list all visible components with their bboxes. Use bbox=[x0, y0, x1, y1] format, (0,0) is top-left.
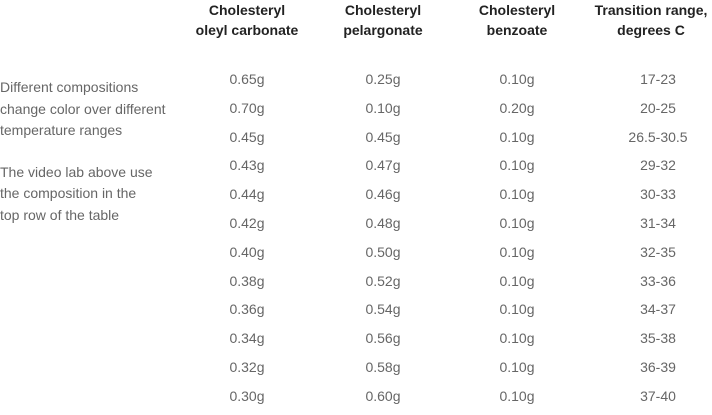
table-row: 0.65g 0.25g 0.10g 17-23 bbox=[0, 69, 712, 98]
transition-range-cell: 26.5-30.5 bbox=[628, 128, 688, 145]
pelargonate-cell: 0.25g bbox=[365, 71, 401, 87]
note-line: the composition in the bbox=[0, 185, 137, 201]
transition-range-cell: 32-35 bbox=[640, 243, 676, 260]
table-row: 0.40g 0.50g 0.10g 32-35 bbox=[0, 242, 712, 271]
benzoate-cell: 0.10g bbox=[499, 387, 535, 404]
pelargonate-cell: 0.54g bbox=[365, 301, 401, 318]
transition-range-cell: 20-25 bbox=[640, 99, 676, 116]
benzoate-cell: 0.10g bbox=[499, 272, 535, 289]
transition-range-cell: 36-39 bbox=[640, 358, 676, 375]
oleyl-carbonate-cell: 0.45g bbox=[229, 128, 265, 145]
table-row: 0.42g 0.48g 0.10g 31-34 bbox=[0, 213, 712, 242]
benzoate-cell: 0.10g bbox=[499, 157, 535, 174]
pelargonate-cell: 0.10g bbox=[365, 99, 401, 116]
benzoate-cell: 0.10g bbox=[499, 301, 535, 318]
oleyl-carbonate-cell: 0.36g bbox=[229, 301, 265, 318]
table-body: 0.65g 0.25g 0.10g 17-23 0.70g 0.10g 0.20g 20-25… bbox=[0, 69, 712, 415]
header-benzoate: Cholesteryl benzoate bbox=[467, 0, 567, 40]
benzoate-cell: 0.20g bbox=[499, 99, 535, 116]
oleyl-carbonate-cell: 0.42g bbox=[229, 214, 265, 231]
transition-range-cell: 31-34 bbox=[640, 214, 676, 231]
transition-range-cell: 17-23 bbox=[640, 71, 676, 87]
benzoate-cell: 0.10g bbox=[499, 128, 535, 145]
header-line: degrees C bbox=[617, 22, 685, 38]
note-line: top row of the table bbox=[0, 206, 120, 223]
table-row: 0.36g 0.54g 0.10g 34-37 bbox=[0, 299, 712, 328]
oleyl-carbonate-cell: 0.32g bbox=[229, 358, 265, 375]
benzoate-cell: 0.10g bbox=[499, 214, 535, 231]
oleyl-carbonate-cell: 0.65g bbox=[229, 71, 265, 87]
header-pelargonate: Cholesteryl pelargonate bbox=[333, 0, 433, 40]
note-line: Different compositions bbox=[0, 79, 139, 95]
side-notes: Different compositions change color over… bbox=[0, 77, 195, 246]
oleyl-carbonate-cell: 0.40g bbox=[229, 243, 265, 260]
table-row: 0.45g 0.45g 0.10g 26.5-30.5 bbox=[0, 127, 712, 156]
transition-range-cell: 35-38 bbox=[640, 330, 676, 347]
pelargonate-cell: 0.56g bbox=[365, 330, 401, 347]
oleyl-carbonate-cell: 0.38g bbox=[229, 272, 265, 289]
transition-range-cell: 34-37 bbox=[640, 301, 676, 318]
pelargonate-cell: 0.46g bbox=[365, 186, 401, 203]
transition-range-cell: 33-36 bbox=[640, 272, 676, 289]
header-line: Cholesteryl bbox=[344, 2, 422, 18]
oleyl-carbonate-cell: 0.34g bbox=[229, 330, 265, 347]
header-line: Cholesteryl bbox=[208, 2, 286, 18]
note-line: The video lab above use bbox=[0, 163, 153, 180]
header-oleyl-carbonate: Cholesteryl oleyl carbonate bbox=[191, 0, 303, 40]
oleyl-carbonate-cell: 0.70g bbox=[229, 99, 265, 116]
benzoate-cell: 0.10g bbox=[499, 358, 535, 375]
header-line: Transition range, bbox=[594, 2, 708, 18]
header-line: oleyl carbonate bbox=[195, 22, 299, 38]
table-row: 0.44g 0.46g 0.10g 30-33 bbox=[0, 184, 712, 213]
header-line: Cholesteryl bbox=[478, 2, 556, 18]
note-line: change color over different bbox=[0, 100, 166, 117]
benzoate-cell: 0.10g bbox=[499, 186, 535, 203]
note-line: temperature ranges bbox=[0, 122, 123, 138]
table-row: 0.30g 0.60g 0.10g 37-40 bbox=[0, 386, 712, 415]
transition-range-cell: 29-32 bbox=[640, 157, 676, 174]
pelargonate-cell: 0.47g bbox=[365, 157, 401, 174]
benzoate-cell: 0.10g bbox=[499, 71, 535, 87]
table-row: 0.38g 0.52g 0.10g 33-36 bbox=[0, 271, 712, 300]
header-line: pelargonate bbox=[343, 22, 423, 38]
oleyl-carbonate-cell: 0.30g bbox=[229, 387, 265, 404]
pelargonate-cell: 0.60g bbox=[365, 387, 401, 404]
note-compositions: Different compositions change color over… bbox=[0, 77, 195, 142]
benzoate-cell: 0.10g bbox=[499, 330, 535, 347]
pelargonate-cell: 0.52g bbox=[365, 272, 401, 289]
transition-range-cell: 30-33 bbox=[640, 186, 676, 203]
oleyl-carbonate-cell: 0.44g bbox=[229, 186, 265, 203]
pelargonate-cell: 0.50g bbox=[365, 243, 401, 260]
oleyl-carbonate-cell: 0.43g bbox=[229, 157, 265, 174]
benzoate-cell: 0.10g bbox=[499, 243, 535, 260]
header-transition-range: Transition range, degrees C bbox=[592, 0, 710, 40]
pelargonate-cell: 0.48g bbox=[365, 214, 401, 231]
table-row: 0.70g 0.10g 0.20g 20-25 bbox=[0, 98, 712, 127]
header-line: benzoate bbox=[486, 22, 548, 38]
table-row: 0.34g 0.56g 0.10g 35-38 bbox=[0, 328, 712, 357]
transition-range-cell: 37-40 bbox=[640, 387, 676, 404]
note-video-lab: The video lab above use the composition … bbox=[0, 162, 195, 227]
pelargonate-cell: 0.45g bbox=[365, 128, 401, 145]
table-row: 0.32g 0.58g 0.10g 36-39 bbox=[0, 357, 712, 386]
table-row: 0.43g 0.47g 0.10g 29-32 bbox=[0, 155, 712, 184]
pelargonate-cell: 0.58g bbox=[365, 358, 401, 375]
